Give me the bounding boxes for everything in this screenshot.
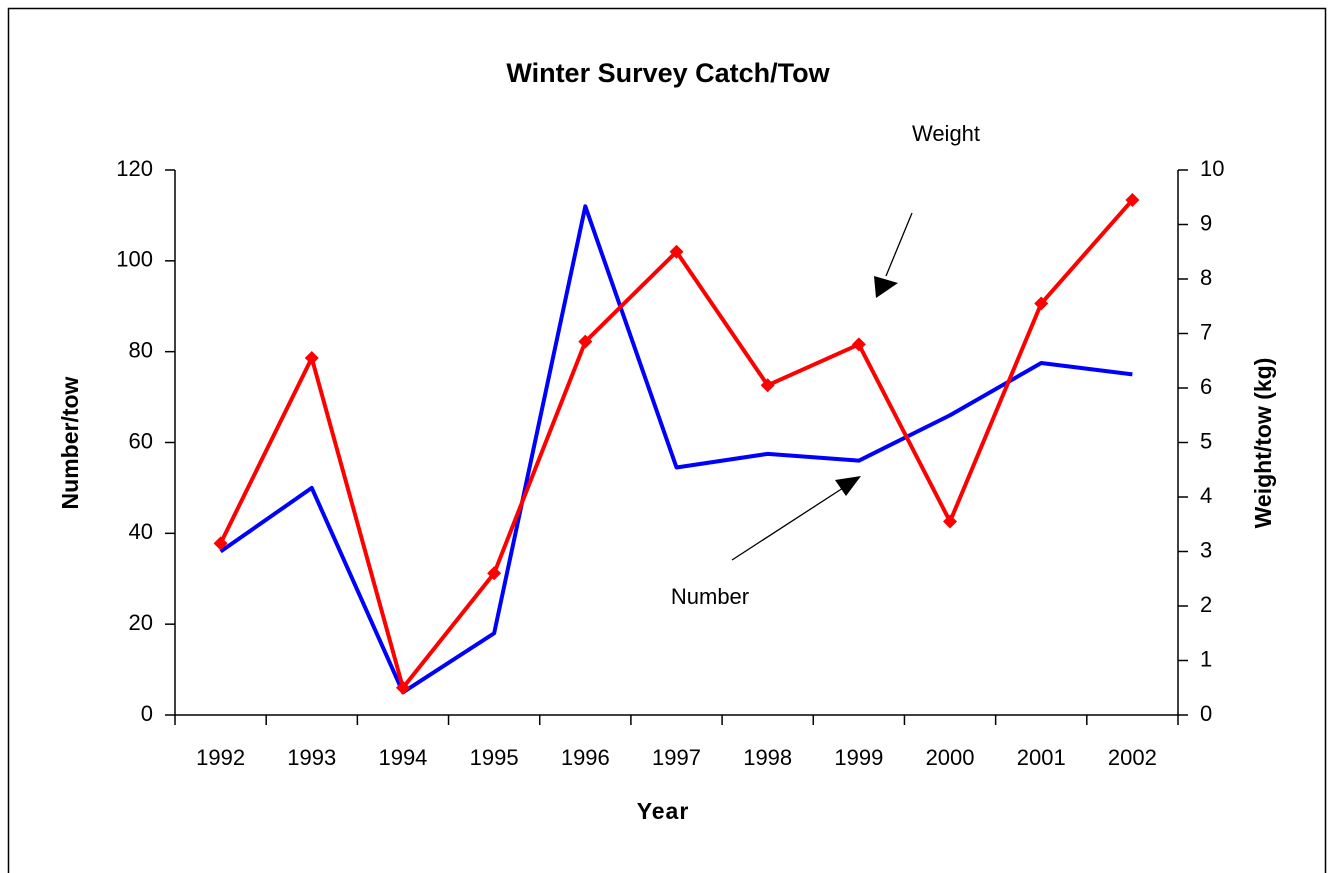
y-tick-label: 120: [116, 156, 153, 181]
x-tick-label: 1992: [196, 745, 245, 770]
x-tick-label: 2000: [926, 745, 975, 770]
data-point: [851, 337, 866, 352]
y2-tick-label: 3: [1200, 537, 1212, 562]
y-tick-label: 20: [129, 610, 153, 635]
data-point: [760, 378, 775, 393]
chart-title: Winter Survey Catch/Tow: [506, 58, 830, 88]
y-tick-label: 80: [129, 337, 153, 362]
x-tick-label: 2001: [1017, 745, 1066, 770]
x-tick-label: 1997: [652, 745, 701, 770]
data-point: [943, 514, 958, 529]
annotation: Number: [671, 584, 749, 609]
data-point: [578, 334, 593, 349]
x-tick-label: 2002: [1108, 745, 1157, 770]
y2-tick-label: 9: [1200, 210, 1212, 235]
series-line: [218, 198, 1134, 690]
data-point: [1034, 296, 1049, 311]
y2-tick-label: 6: [1200, 374, 1212, 399]
series-line: [219, 204, 1133, 695]
y2-tick-label: 7: [1200, 319, 1212, 344]
data-point: [304, 351, 319, 366]
y2-tick-label: 5: [1200, 428, 1212, 453]
annotation: Weight: [912, 121, 980, 146]
y2-tick-label: 4: [1200, 483, 1212, 508]
data-point: [213, 536, 228, 551]
data-point: [487, 566, 502, 581]
y-tick-label: 40: [129, 519, 153, 544]
arrow-head: [874, 276, 898, 298]
x-axis-title: Year: [637, 798, 690, 824]
data-point: [395, 680, 410, 695]
data-point: [1125, 192, 1140, 207]
x-tick-label: 1993: [287, 745, 336, 770]
y-tick-label: 100: [116, 247, 153, 272]
y-tick-label: 0: [141, 701, 153, 726]
y2-tick-label: 0: [1200, 701, 1212, 726]
x-tick-label: 1996: [561, 745, 610, 770]
y-axis-title: Number/tow: [57, 376, 83, 509]
annotation-arrow: [885, 212, 913, 277]
y2-tick-label: 1: [1200, 646, 1212, 671]
x-tick-label: 1995: [470, 745, 519, 770]
x-tick-label: 1994: [378, 745, 427, 770]
y2-tick-label: 2: [1200, 592, 1212, 617]
y2-axis-title: Weight/tow (kg): [1250, 358, 1276, 529]
y-tick-label: 60: [129, 428, 153, 453]
x-tick-label: 1998: [743, 745, 792, 770]
x-tick-label: 1999: [834, 745, 883, 770]
arrow-head: [835, 476, 861, 496]
y2-tick-label: 8: [1200, 265, 1212, 290]
annotation-arrow: [731, 487, 844, 561]
y2-tick-label: 10: [1200, 156, 1224, 181]
chart-frame: [7, 7, 1327, 873]
data-point: [669, 244, 684, 259]
